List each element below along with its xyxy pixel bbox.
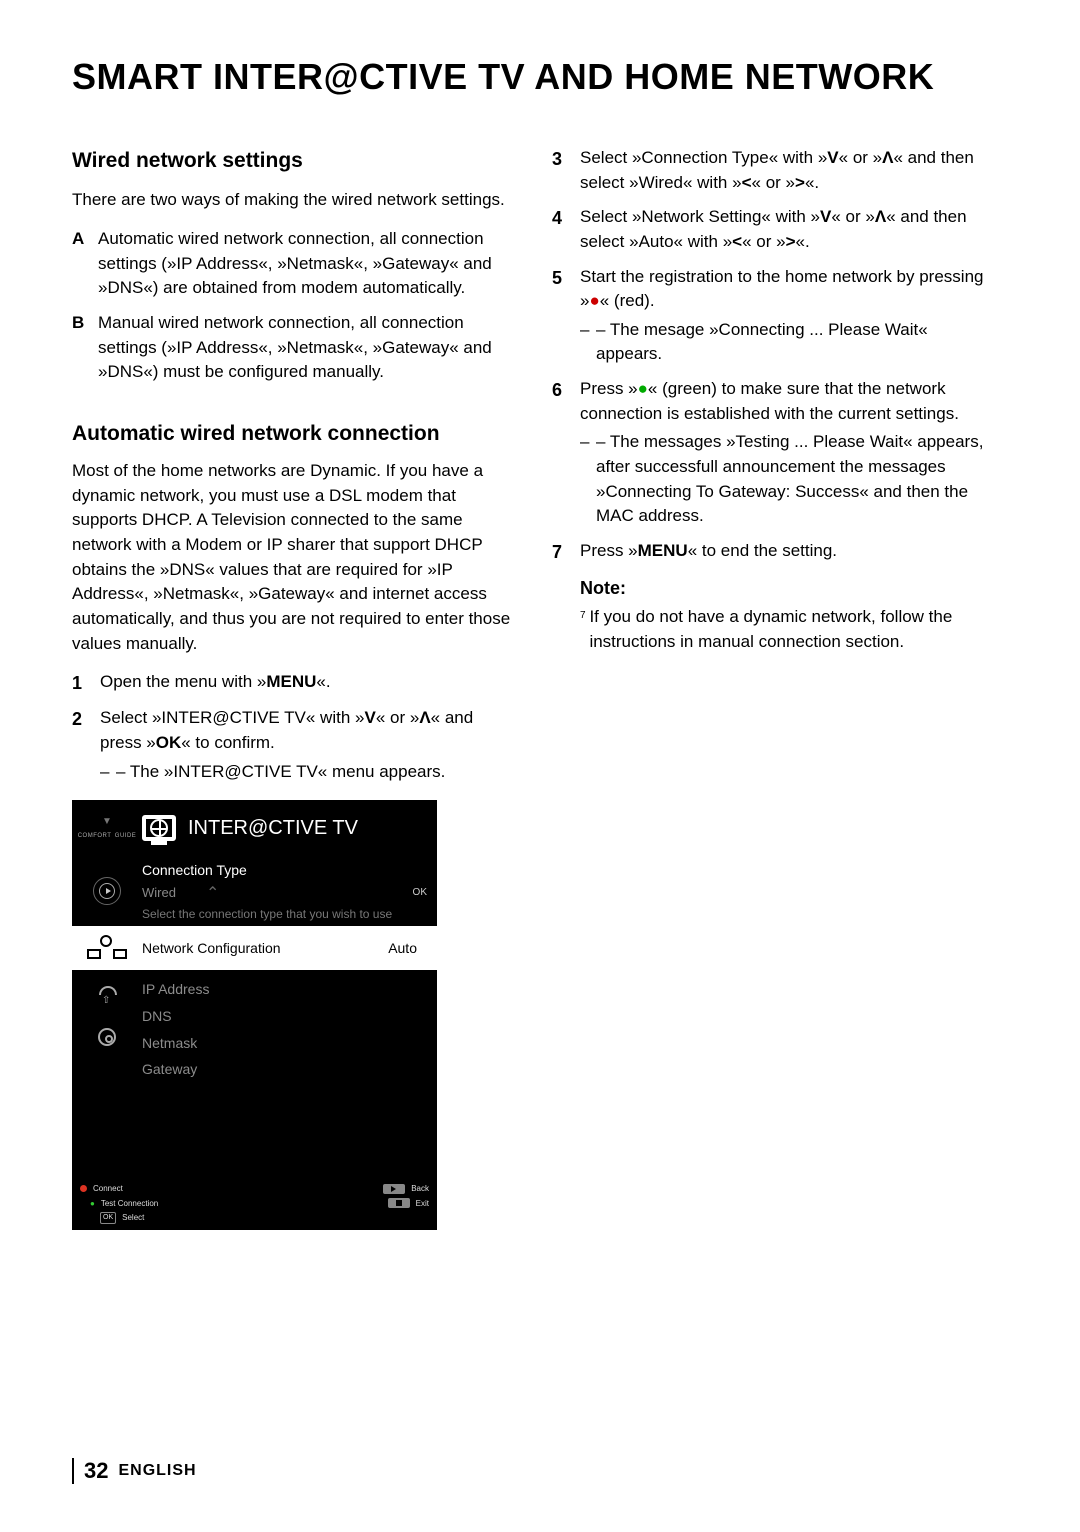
note-heading: Note: — [580, 575, 992, 601]
page-number: 32 — [84, 1458, 108, 1484]
step-2-b: « or » — [376, 708, 419, 727]
step-2-dash-text: – The »INTER@CTIVE TV« menu appears. — [116, 760, 445, 785]
step-3: 3 Select »Connection Type« with »V« or »… — [552, 146, 992, 195]
step-7-num: 7 — [552, 539, 580, 565]
menu-key: MENU — [638, 541, 688, 560]
down-arrow-icon: V — [827, 148, 838, 167]
right-arrow-icon: > — [795, 173, 805, 192]
ip-address-label: IP Address — [142, 976, 209, 1003]
step-3-d: « or » — [752, 173, 795, 192]
option-a-letter: A — [72, 227, 98, 301]
step-7-a: Press » — [580, 541, 638, 560]
option-b-text: Manual wired network connection, all con… — [98, 311, 512, 385]
ok-label: OK — [413, 860, 427, 901]
tv-icon — [142, 815, 176, 841]
option-a-text: Automatic wired network connection, all … — [98, 227, 512, 301]
connection-hint: Select the connection type that you wish… — [142, 905, 392, 923]
step-6-a: Press » — [580, 379, 638, 398]
netmask-label: Netmask — [142, 1030, 209, 1057]
step-2-num: 2 — [72, 706, 100, 784]
wired-settings-heading: Wired network settings — [72, 146, 512, 176]
up-arrow-icon: Λ — [419, 708, 430, 727]
dash: – — [100, 760, 116, 785]
note-bullet-icon: 7 — [580, 605, 589, 654]
play-circle-icon — [93, 877, 121, 905]
up-arrow-icon: Λ — [882, 148, 893, 167]
ok-key: OK — [156, 733, 182, 752]
note-block: Note: 7 If you do not have a dynamic net… — [580, 575, 992, 654]
step-5: 5 Start the registration to the home net… — [552, 265, 992, 368]
network-config-value: Auto — [388, 938, 417, 958]
dns-label: DNS — [142, 1003, 209, 1030]
right-column: 3 Select »Connection Type« with »V« or »… — [552, 146, 992, 1230]
step-3-e: «. — [805, 173, 819, 192]
option-b-letter: B — [72, 311, 98, 385]
step-6-num: 6 — [552, 377, 580, 529]
step-1-pre: Open the menu with » — [100, 672, 266, 691]
red-dot-icon — [80, 1185, 87, 1192]
left-arrow-icon: < — [732, 232, 742, 251]
network-config-icon — [87, 937, 127, 959]
step-4-b: « or » — [831, 207, 874, 226]
note-text: If you do not have a dynamic network, fo… — [589, 605, 992, 654]
connection-type-label: Connection Type — [142, 860, 392, 880]
step-2-a: Select »INTER@CTIVE TV« with » — [100, 708, 364, 727]
down-arrow-icon: V — [820, 207, 831, 226]
right-arrow-icon: > — [786, 232, 796, 251]
connection-type-value: Wired — [142, 884, 176, 903]
auto-connection-heading: Automatic wired network connection — [72, 421, 512, 447]
step-6-dash: – The messages »Testing ... Please Wait«… — [596, 430, 992, 529]
step-2-d: « to confirm. — [181, 733, 275, 752]
up-arrow-icon: Λ — [875, 207, 886, 226]
ss-interactive-title: INTER@CTIVE TV — [188, 814, 358, 843]
step-4-e: «. — [796, 232, 810, 251]
left-column: Wired network settings There are two way… — [72, 146, 512, 1230]
ss-row-conn: Connection Type Wired ⌃ Select the conne… — [72, 856, 437, 926]
step-5-dash: – The mesage »Connecting ... Please Wait… — [596, 318, 992, 367]
left-arrow-icon: < — [742, 173, 752, 192]
step-7-b: « to end the setting. — [688, 541, 837, 560]
page-footer: 32 ENGLISH — [72, 1458, 197, 1484]
step-3-a: Select »Connection Type« with » — [580, 148, 827, 167]
ss-footer: Connect ●Test Connection OKSelect Back E… — [80, 1183, 429, 1224]
tv-menu-screenshot: ▼ COMFORT GUIDE INTER@CTIVE TV Connectio… — [72, 800, 437, 1230]
ss-row-network-selected: Network Configuration Auto — [72, 926, 437, 970]
option-a-row: A Automatic wired network connection, al… — [72, 227, 512, 301]
step-2: 2 Select »INTER@CTIVE TV« with »V« or »Λ… — [72, 706, 512, 784]
caret-up-icon: ⌃ — [206, 882, 219, 905]
intro-text: There are two ways of making the wired n… — [72, 188, 512, 213]
network-config-label: Network Configuration — [142, 938, 281, 958]
settings-gear-icon — [98, 1028, 116, 1046]
gateway-label: Gateway — [142, 1056, 209, 1083]
step-4-d: « or » — [742, 232, 785, 251]
ss-row-comfort: ▼ COMFORT GUIDE INTER@CTIVE TV — [72, 800, 437, 856]
auto-connection-text: Most of the home networks are Dynamic. I… — [72, 459, 512, 656]
step-1-num: 1 — [72, 670, 100, 696]
page-title: SMART INTER@CTIVE TV AND HOME NETWORK — [72, 56, 1008, 98]
step-1: 1 Open the menu with »MENU«. — [72, 670, 512, 696]
step-3-num: 3 — [552, 146, 580, 195]
step-5-num: 5 — [552, 265, 580, 368]
footer-bar — [72, 1458, 74, 1484]
step-3-b: « or » — [839, 148, 882, 167]
step-4: 4 Select »Network Setting« with »V« or »… — [552, 205, 992, 254]
step-7: 7 Press »MENU« to end the setting. — [552, 539, 992, 565]
step-4-num: 4 — [552, 205, 580, 254]
exit-key-icon — [388, 1198, 410, 1208]
back-key-icon — [383, 1184, 405, 1194]
down-arrow-icon: V — [364, 708, 375, 727]
step-1-post: «. — [316, 672, 330, 691]
satellite-icon — [96, 984, 118, 1006]
comfort-guide-icon: ▼ COMFORT GUIDE — [78, 817, 137, 839]
option-b-row: B Manual wired network connection, all c… — [72, 311, 512, 385]
page-language: ENGLISH — [118, 1462, 196, 1480]
two-column-layout: Wired network settings There are two way… — [72, 146, 1008, 1230]
menu-key: MENU — [266, 672, 316, 691]
step-4-a: Select »Network Setting« with » — [580, 207, 820, 226]
globe-icon — [150, 819, 168, 837]
step-6: 6 Press »●« (green) to make sure that th… — [552, 377, 992, 529]
step-5-b: « (red). — [600, 291, 655, 310]
